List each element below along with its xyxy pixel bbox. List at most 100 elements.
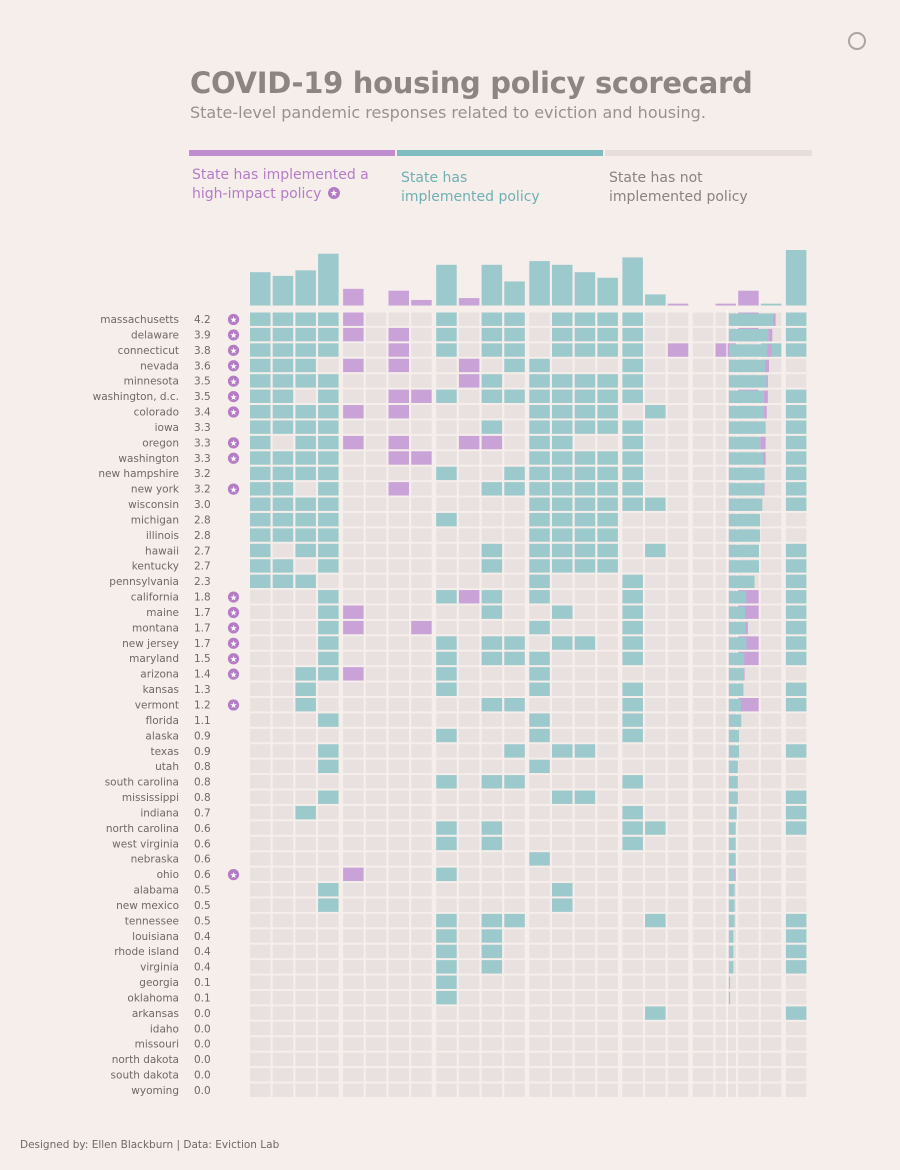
- cell-39-15: [597, 913, 618, 928]
- cell-18-2: [295, 590, 316, 604]
- cell-43-9: [458, 975, 480, 989]
- state-label: missouri: [135, 1039, 179, 1051]
- cell-8-8: [436, 435, 457, 450]
- cell-33-18: [667, 821, 689, 835]
- cell-28-4: [343, 744, 364, 758]
- cell-32-3: [318, 805, 339, 820]
- cell-45-20: [715, 1006, 736, 1020]
- cell-8-15: [597, 435, 618, 450]
- cell-29-3: [318, 759, 339, 774]
- cell-13-15: [597, 512, 618, 527]
- cell-37-2: [295, 883, 316, 897]
- cell-32-23: [785, 805, 807, 820]
- cell-50-6: [388, 1083, 409, 1097]
- cell-13-17: [645, 512, 666, 527]
- cell-12-7: [411, 497, 432, 511]
- cell-45-16: [622, 1006, 643, 1020]
- state-label: tennessee: [125, 915, 179, 927]
- score-bar-implemented-34: [729, 837, 736, 851]
- cell-21-7: [411, 636, 432, 650]
- state-score: 1.3: [194, 684, 211, 696]
- cell-45-15: [597, 1006, 618, 1020]
- cell-13-8: [436, 512, 457, 527]
- score-bar-implemented-22: [729, 652, 745, 666]
- cell-21-17: [645, 636, 666, 650]
- cell-42-12: [529, 960, 550, 974]
- cell-11-15: [597, 482, 618, 496]
- cell-1-18: [667, 327, 689, 342]
- cell-0-14: [574, 312, 596, 326]
- cell-27-9: [458, 728, 480, 743]
- cell-50-20: [715, 1083, 736, 1097]
- cell-25-7: [411, 698, 432, 712]
- cell-40-17: [645, 929, 666, 943]
- cell-49-22: [760, 1068, 782, 1082]
- cell-19-6: [388, 605, 409, 619]
- cell-4-10: [481, 374, 503, 388]
- cell-23-13: [552, 667, 573, 681]
- cell-26-12: [529, 713, 550, 727]
- state-score: 2.7: [194, 545, 211, 557]
- cell-10-7: [411, 466, 432, 481]
- cell-44-15: [597, 990, 618, 1005]
- score-bar-implemented-0: [729, 313, 773, 326]
- cell-13-1: [272, 512, 294, 527]
- cell-18-15: [597, 590, 618, 604]
- cell-17-1: [272, 574, 294, 589]
- state-label: colorado: [134, 407, 179, 419]
- cell-36-4: [343, 867, 364, 882]
- cell-14-17: [645, 528, 666, 542]
- cell-45-12: [529, 1006, 550, 1020]
- cell-26-17: [645, 713, 666, 727]
- column-total-bar-23: [785, 250, 807, 306]
- cell-41-9: [458, 944, 480, 959]
- cell-42-2: [295, 960, 316, 974]
- cell-1-19: [692, 327, 714, 342]
- cell-30-2: [295, 775, 316, 789]
- cell-2-4: [343, 343, 364, 357]
- cell-36-23: [785, 867, 807, 882]
- cell-19-19: [692, 605, 714, 619]
- cell-40-11: [504, 929, 525, 943]
- cell-37-7: [411, 883, 432, 897]
- cell-11-2: [295, 482, 316, 496]
- cell-40-0: [250, 929, 271, 943]
- cell-29-22: [760, 759, 782, 774]
- cell-16-14: [574, 559, 596, 573]
- score-bar-implemented-36: [729, 868, 735, 882]
- cell-38-14: [574, 898, 596, 912]
- cell-15-10: [481, 543, 503, 558]
- cell-6-17: [645, 405, 666, 419]
- cell-24-14: [574, 682, 596, 696]
- cell-3-18: [667, 358, 689, 373]
- legend-bar-implemented: [397, 150, 603, 156]
- cell-38-0: [250, 898, 271, 912]
- cell-7-16: [622, 420, 643, 434]
- cell-28-13: [552, 744, 573, 758]
- state-score: 2.8: [194, 514, 211, 526]
- info-circle-button[interactable]: [848, 32, 866, 50]
- cell-25-21: [738, 698, 759, 712]
- cell-32-10: [481, 805, 503, 820]
- cell-31-14: [574, 790, 596, 804]
- cell-35-18: [667, 852, 689, 866]
- state-score: 3.3: [194, 437, 211, 449]
- cell-35-14: [574, 852, 596, 866]
- star-icon: [227, 869, 240, 881]
- cell-31-1: [272, 790, 294, 804]
- cell-43-22: [760, 975, 782, 989]
- cell-28-1: [272, 744, 294, 758]
- state-label: massachusetts: [100, 314, 179, 326]
- cell-12-4: [343, 497, 364, 511]
- star-icon-glyph: ★: [230, 609, 238, 619]
- cell-23-3: [318, 667, 339, 681]
- cell-9-17: [645, 451, 666, 465]
- cell-3-12: [529, 358, 550, 373]
- cell-29-12: [529, 759, 550, 774]
- state-score: 0.9: [194, 730, 211, 742]
- cell-15-17: [645, 543, 666, 558]
- score-bar-implemented-24: [729, 683, 744, 696]
- cell-44-22: [760, 990, 782, 1005]
- cell-49-7: [411, 1068, 432, 1082]
- cell-24-9: [458, 682, 480, 696]
